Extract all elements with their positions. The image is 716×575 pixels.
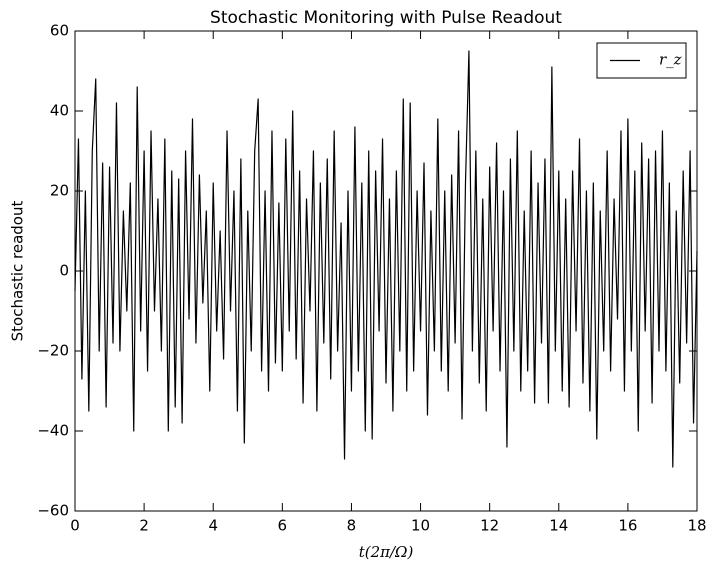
y-tick-label: −40	[37, 422, 69, 440]
x-axis-label: t(2π/Ω)	[359, 543, 414, 561]
y-tick-label: −20	[37, 342, 69, 360]
x-tick-label: 6	[278, 517, 288, 535]
y-tick-label: −60	[37, 502, 69, 520]
data-line	[74, 50, 698, 468]
x-tick-label: 12	[480, 517, 499, 535]
x-tick-label: 18	[687, 517, 706, 535]
x-tick-label: 10	[411, 517, 430, 535]
y-tick-label: 20	[50, 182, 69, 200]
y-tick-label: 60	[50, 22, 69, 40]
y-tick-label: 40	[50, 102, 69, 120]
chart-title: Stochastic Monitoring with Pulse Readout	[210, 8, 562, 28]
x-tick-label: 0	[70, 517, 80, 535]
x-tick-label: 4	[208, 517, 218, 535]
y-tick-label: 0	[59, 262, 69, 280]
x-tick-label: 8	[347, 517, 357, 535]
y-axis-label: Stochastic readout	[9, 201, 27, 342]
legend-label: r_z	[659, 51, 682, 69]
x-tick-label: 16	[618, 517, 637, 535]
x-tick-label: 2	[139, 517, 149, 535]
x-tick-label: 14	[549, 517, 568, 535]
